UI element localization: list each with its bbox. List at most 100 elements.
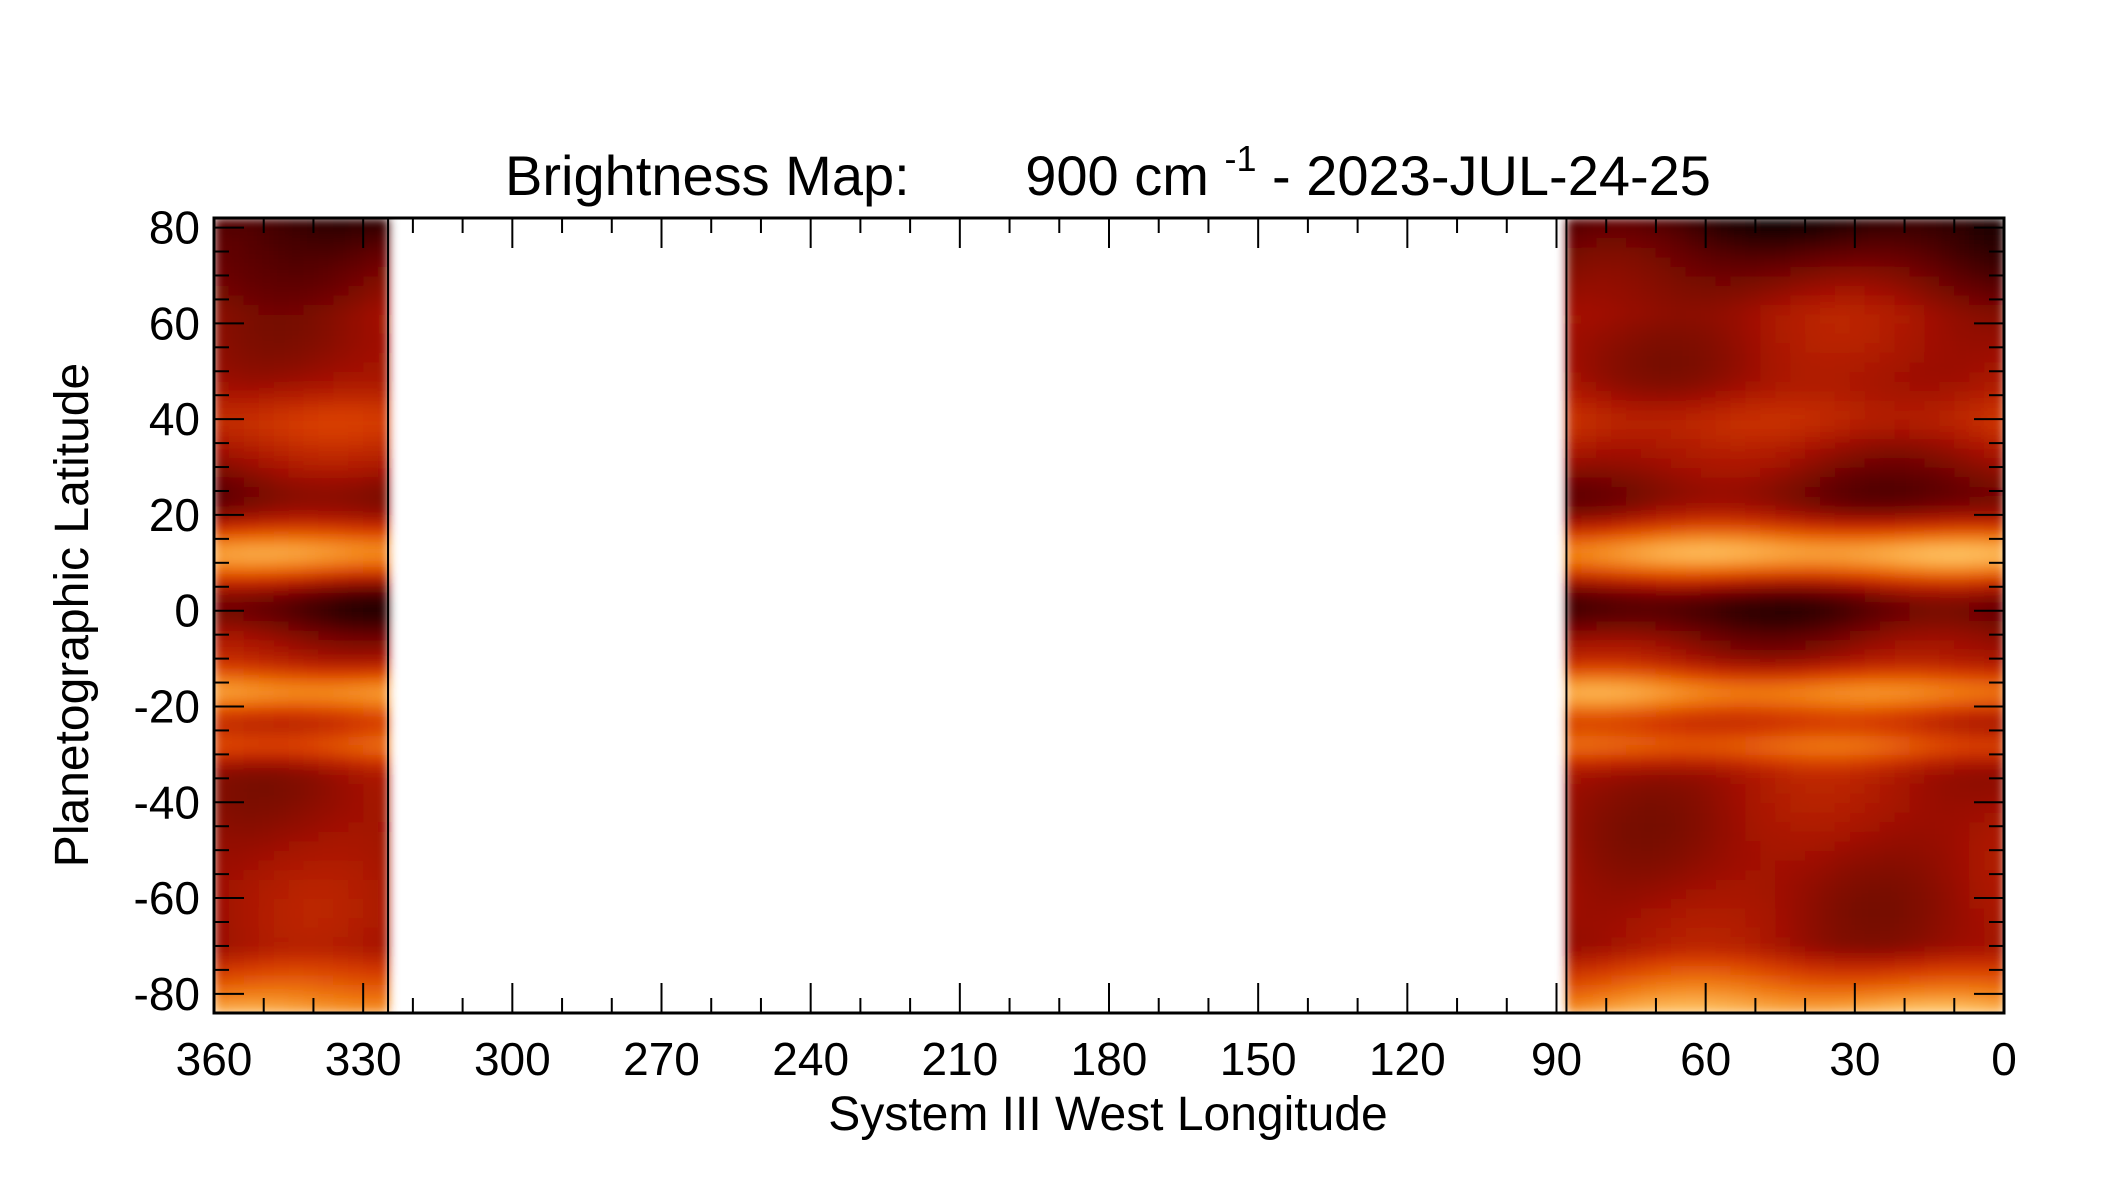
map-cell: [273, 514, 290, 526]
map-cell: [1700, 524, 1717, 535]
map-cell: [1745, 256, 1762, 267]
map-cell: [258, 294, 275, 305]
map-cell: [1730, 400, 1747, 411]
map-cell: [1999, 888, 2004, 899]
map-cell: [243, 352, 260, 363]
map-cell: [1790, 419, 1806, 430]
map-cell: [1894, 859, 1911, 871]
map-cell: [1984, 361, 2000, 373]
map-cell: [1864, 562, 1881, 574]
map-cell: [1820, 917, 1836, 928]
map-cell: [1596, 495, 1612, 507]
map-cell: [1655, 361, 1672, 373]
map-cell: [1670, 696, 1687, 708]
map-cell: [1984, 878, 2000, 890]
map-cell: [1655, 400, 1672, 411]
map-cell: [1641, 400, 1657, 411]
map-cell: [228, 993, 245, 1005]
map-cell: [1700, 773, 1717, 784]
map-cell: [1864, 447, 1881, 459]
map-cell: [1700, 380, 1717, 392]
map-cell: [363, 514, 379, 526]
map-cell: [1760, 428, 1777, 440]
map-cell: [1685, 332, 1702, 344]
map-cell: [1775, 342, 1791, 353]
map-cell: [348, 754, 364, 765]
map-cell: [378, 514, 389, 526]
map-cell: [1999, 936, 2004, 947]
map-cell: [258, 764, 275, 775]
map-cell: [1730, 629, 1747, 641]
map-cell: [1939, 294, 1956, 305]
map-cell: [303, 869, 320, 880]
map-cell: [1864, 390, 1881, 401]
map-cell: [1730, 706, 1747, 717]
map-cell: [1685, 783, 1702, 794]
map-cell: [214, 237, 230, 248]
map-cell: [258, 256, 275, 267]
map-cell: [1999, 256, 2004, 267]
map-cell: [1641, 380, 1657, 392]
map-cell: [1894, 380, 1911, 392]
map-cell: [1745, 380, 1762, 392]
map-cell: [1954, 553, 1970, 564]
map-cell: [1760, 390, 1777, 401]
map-cell: [1939, 821, 1956, 832]
map-cell: [378, 582, 389, 593]
map-cell: [1700, 294, 1717, 305]
map-cell: [228, 888, 245, 899]
map-cell: [1700, 447, 1717, 459]
map-cell: [1954, 601, 1970, 612]
map-cell: [1805, 390, 1821, 401]
map-cell: [1700, 265, 1717, 277]
map-cell: [1805, 869, 1821, 880]
map-cell: [1924, 486, 1941, 497]
map-cell: [1626, 352, 1642, 363]
map-cell: [1864, 419, 1881, 430]
map-cell: [288, 313, 305, 325]
map-cell: [1715, 773, 1732, 784]
map-cell: [363, 256, 379, 267]
map-cell: [1834, 332, 1851, 344]
map-cell: [303, 744, 320, 756]
map-cell: [1864, 476, 1881, 487]
map-cell: [1611, 342, 1627, 353]
map-cell: [1864, 620, 1881, 631]
map-cell: [318, 946, 335, 957]
map-cell: [333, 505, 349, 516]
map-cell: [1834, 754, 1851, 765]
map-cell: [1939, 505, 1956, 516]
map-cell: [1626, 553, 1642, 564]
map-cell: [1834, 898, 1851, 909]
map-cell: [1939, 524, 1956, 535]
map-cell: [1730, 955, 1747, 966]
map-cell: [243, 227, 260, 238]
map-cell: [1730, 352, 1747, 363]
map-cell: [1745, 917, 1762, 928]
map-cell: [273, 400, 290, 411]
map-cell: [1820, 993, 1836, 1005]
map-cell: [258, 380, 275, 392]
map-cell: [1745, 840, 1762, 851]
map-cell: [1864, 735, 1881, 746]
map-cell: [318, 514, 335, 526]
map-cell: [1954, 993, 1970, 1005]
map-cell: [288, 438, 305, 449]
map-cell: [303, 601, 320, 612]
map-cell: [1715, 582, 1732, 593]
map-cell: [1790, 524, 1806, 535]
map-cell: [1626, 831, 1642, 842]
map-cell: [1626, 332, 1642, 344]
map-cell: [1849, 955, 1866, 966]
map-cell: [348, 850, 364, 861]
map-cell: [348, 744, 364, 756]
map-cell: [1775, 237, 1791, 248]
map-cell: [288, 936, 305, 947]
map-cell: [1611, 946, 1627, 957]
map-cell: [243, 754, 260, 765]
map-cell: [1641, 716, 1657, 727]
map-cell: [228, 514, 245, 526]
map-cell: [1790, 754, 1806, 765]
x-tick-label: 330: [325, 1033, 402, 1085]
map-cell: [1611, 447, 1627, 459]
